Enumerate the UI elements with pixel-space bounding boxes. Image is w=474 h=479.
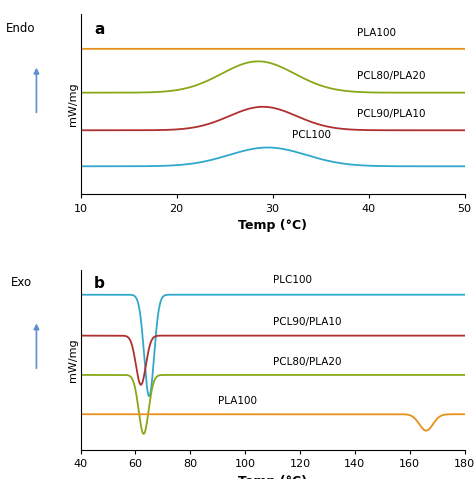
- Text: Exo: Exo: [10, 275, 32, 288]
- Text: PCL100: PCL100: [292, 130, 331, 140]
- X-axis label: Temp (°C): Temp (°C): [238, 219, 307, 232]
- Y-axis label: mW/mg: mW/mg: [68, 82, 78, 126]
- Text: PCL80/PLA20: PCL80/PLA20: [273, 357, 341, 367]
- Text: PCL90/PLA10: PCL90/PLA10: [273, 318, 341, 328]
- Text: PLA100: PLA100: [357, 28, 396, 38]
- Text: a: a: [94, 22, 104, 36]
- Text: PLA100: PLA100: [218, 396, 257, 406]
- Text: PLC100: PLC100: [273, 275, 311, 285]
- Text: Endo: Endo: [6, 22, 36, 34]
- Text: b: b: [94, 275, 105, 291]
- Y-axis label: mW/mg: mW/mg: [68, 338, 78, 382]
- Text: PCL90/PLA10: PCL90/PLA10: [357, 109, 426, 119]
- Text: PCL80/PLA20: PCL80/PLA20: [357, 71, 426, 81]
- X-axis label: Temp (°C): Temp (°C): [238, 475, 307, 479]
